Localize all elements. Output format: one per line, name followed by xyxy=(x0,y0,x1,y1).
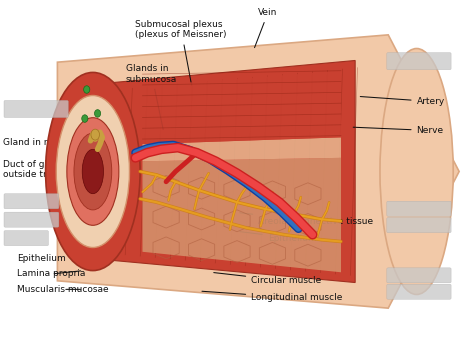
Text: Submucosal plexus
(plexus of Meissner): Submucosal plexus (plexus of Meissner) xyxy=(136,20,227,85)
Ellipse shape xyxy=(82,115,88,122)
Text: Artery: Artery xyxy=(360,96,445,106)
FancyBboxPatch shape xyxy=(387,217,451,233)
Text: Epithelium: Epithelium xyxy=(240,232,317,243)
Text: Gland in mucosa: Gland in mucosa xyxy=(3,138,85,147)
FancyBboxPatch shape xyxy=(387,268,451,283)
FancyBboxPatch shape xyxy=(4,194,59,209)
Polygon shape xyxy=(143,137,341,161)
Text: Epithelium: Epithelium xyxy=(17,251,76,263)
Text: Areolar connective tissue: Areolar connective tissue xyxy=(240,213,374,226)
FancyBboxPatch shape xyxy=(387,52,451,70)
Polygon shape xyxy=(57,35,459,308)
Text: Longitudinal muscle: Longitudinal muscle xyxy=(202,291,343,303)
Ellipse shape xyxy=(56,95,129,248)
Text: Vein: Vein xyxy=(255,8,278,48)
Polygon shape xyxy=(93,60,355,283)
FancyBboxPatch shape xyxy=(4,212,59,227)
Text: Duct of gland
outside tract: Duct of gland outside tract xyxy=(3,160,71,179)
Text: Glands in
submucosa: Glands in submucosa xyxy=(126,64,177,130)
Ellipse shape xyxy=(74,133,112,210)
Ellipse shape xyxy=(94,110,100,117)
FancyBboxPatch shape xyxy=(387,201,451,216)
Text: Nerve: Nerve xyxy=(353,126,444,135)
FancyBboxPatch shape xyxy=(4,230,48,246)
Ellipse shape xyxy=(380,48,453,295)
Polygon shape xyxy=(143,71,341,144)
FancyBboxPatch shape xyxy=(4,100,68,118)
Text: Circular muscle: Circular muscle xyxy=(214,273,321,285)
Text: Muscularis mucosae: Muscularis mucosae xyxy=(17,285,109,294)
FancyBboxPatch shape xyxy=(387,284,451,299)
Ellipse shape xyxy=(91,129,100,140)
Ellipse shape xyxy=(67,118,119,225)
Ellipse shape xyxy=(46,72,140,271)
Polygon shape xyxy=(143,158,341,272)
Ellipse shape xyxy=(83,86,90,93)
Text: Lamina propria: Lamina propria xyxy=(17,270,86,279)
Ellipse shape xyxy=(82,149,103,194)
